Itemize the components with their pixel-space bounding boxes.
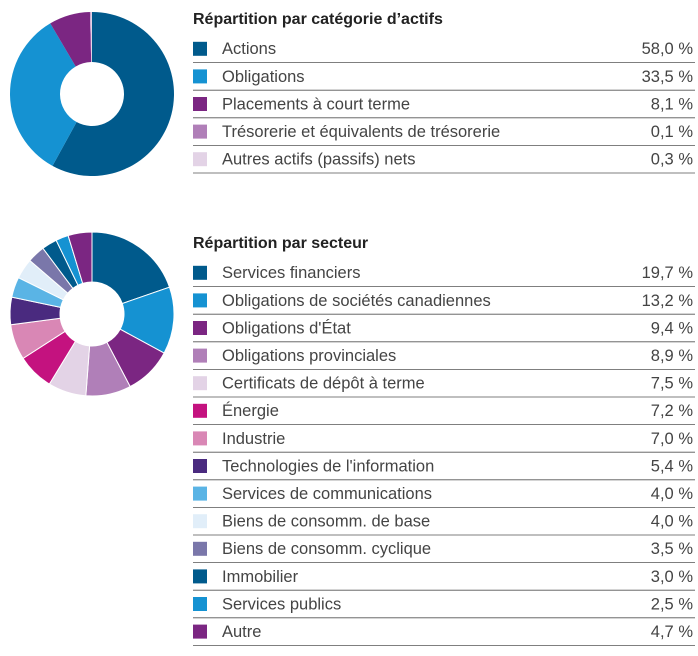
legend-label: Obligations de sociétés canadiennes <box>222 292 491 310</box>
legend-label: Autres actifs (passifs) nets <box>222 151 415 169</box>
legend-label: Technologies de l'information <box>222 457 434 475</box>
legend-label: Obligations d'État <box>222 318 351 337</box>
legend-label: Autre <box>222 623 261 641</box>
value-label: 19,7 % <box>642 264 694 282</box>
legend-swatch <box>193 293 207 308</box>
legend-label: Biens de consomm. cyclique <box>222 540 431 558</box>
legend-swatch <box>193 265 207 280</box>
value-label: 58,0 % <box>642 40 694 58</box>
legend-label: Obligations <box>222 68 305 86</box>
legend-swatch <box>193 514 207 529</box>
value-label: 3,5 % <box>651 540 694 558</box>
legend-label: Placements à court terme <box>222 95 410 113</box>
legend-swatch <box>193 348 207 363</box>
legend-label: Industrie <box>222 430 285 448</box>
pie-slice <box>91 231 171 305</box>
legend-label: Immobilier <box>222 568 299 586</box>
legend-swatch <box>193 152 207 167</box>
value-label: 33,5 % <box>642 68 694 86</box>
value-label: 7,0 % <box>651 430 694 448</box>
legend-label: Services de communications <box>222 485 432 503</box>
legend-label: Services publics <box>222 595 341 613</box>
pie-slice <box>89 12 92 63</box>
legend-label: Actions <box>222 40 276 58</box>
value-label: 8,1 % <box>651 95 694 113</box>
legend-label: Énergie <box>222 401 279 420</box>
value-label: 0,1 % <box>651 123 694 141</box>
legend-label: Trésorerie et équivalents de trésorerie <box>222 123 500 141</box>
value-label: 7,5 % <box>651 375 694 393</box>
value-label: 0,3 % <box>651 151 694 169</box>
value-label: 13,2 % <box>642 292 694 310</box>
pie-slice <box>50 12 92 67</box>
legend-swatch <box>193 431 207 446</box>
value-label: 3,0 % <box>651 568 694 586</box>
value-label: 4,7 % <box>651 623 694 641</box>
legend-swatch <box>193 597 207 611</box>
value-label: 2,5 % <box>651 595 694 613</box>
legend-swatch <box>193 124 207 139</box>
pie-slice <box>67 231 93 285</box>
value-label: 4,0 % <box>651 485 694 503</box>
legend-swatch <box>193 541 207 556</box>
value-label: 8,9 % <box>651 347 694 365</box>
legend-label: Obligations provinciales <box>222 347 396 365</box>
legend-swatch <box>193 376 207 391</box>
legend-swatch <box>193 459 207 473</box>
legend-label: Services financiers <box>222 264 360 282</box>
value-label: 5,4 % <box>651 457 694 475</box>
legend-label: Certificats de dépôt à terme <box>222 375 425 393</box>
legend-swatch <box>193 403 207 418</box>
value-label: 4,0 % <box>651 513 694 531</box>
pie-slice <box>90 12 92 63</box>
legend-swatch <box>193 569 207 584</box>
section-title: Répartition par catégorie d’actifs <box>193 11 443 28</box>
legend-swatch <box>193 486 207 501</box>
legend-swatch <box>193 624 207 639</box>
legend-swatch <box>193 41 207 56</box>
legend-swatch <box>193 69 207 84</box>
legend-swatch <box>193 321 207 335</box>
legend-swatch <box>193 97 207 111</box>
pie-slice <box>10 23 77 166</box>
legend-label: Biens de consomm. de base <box>222 513 430 531</box>
value-label: 9,4 % <box>651 319 694 337</box>
value-label: 7,2 % <box>651 402 694 420</box>
section-title: Répartition par secteur <box>193 235 368 252</box>
pie-slice <box>52 12 175 176</box>
